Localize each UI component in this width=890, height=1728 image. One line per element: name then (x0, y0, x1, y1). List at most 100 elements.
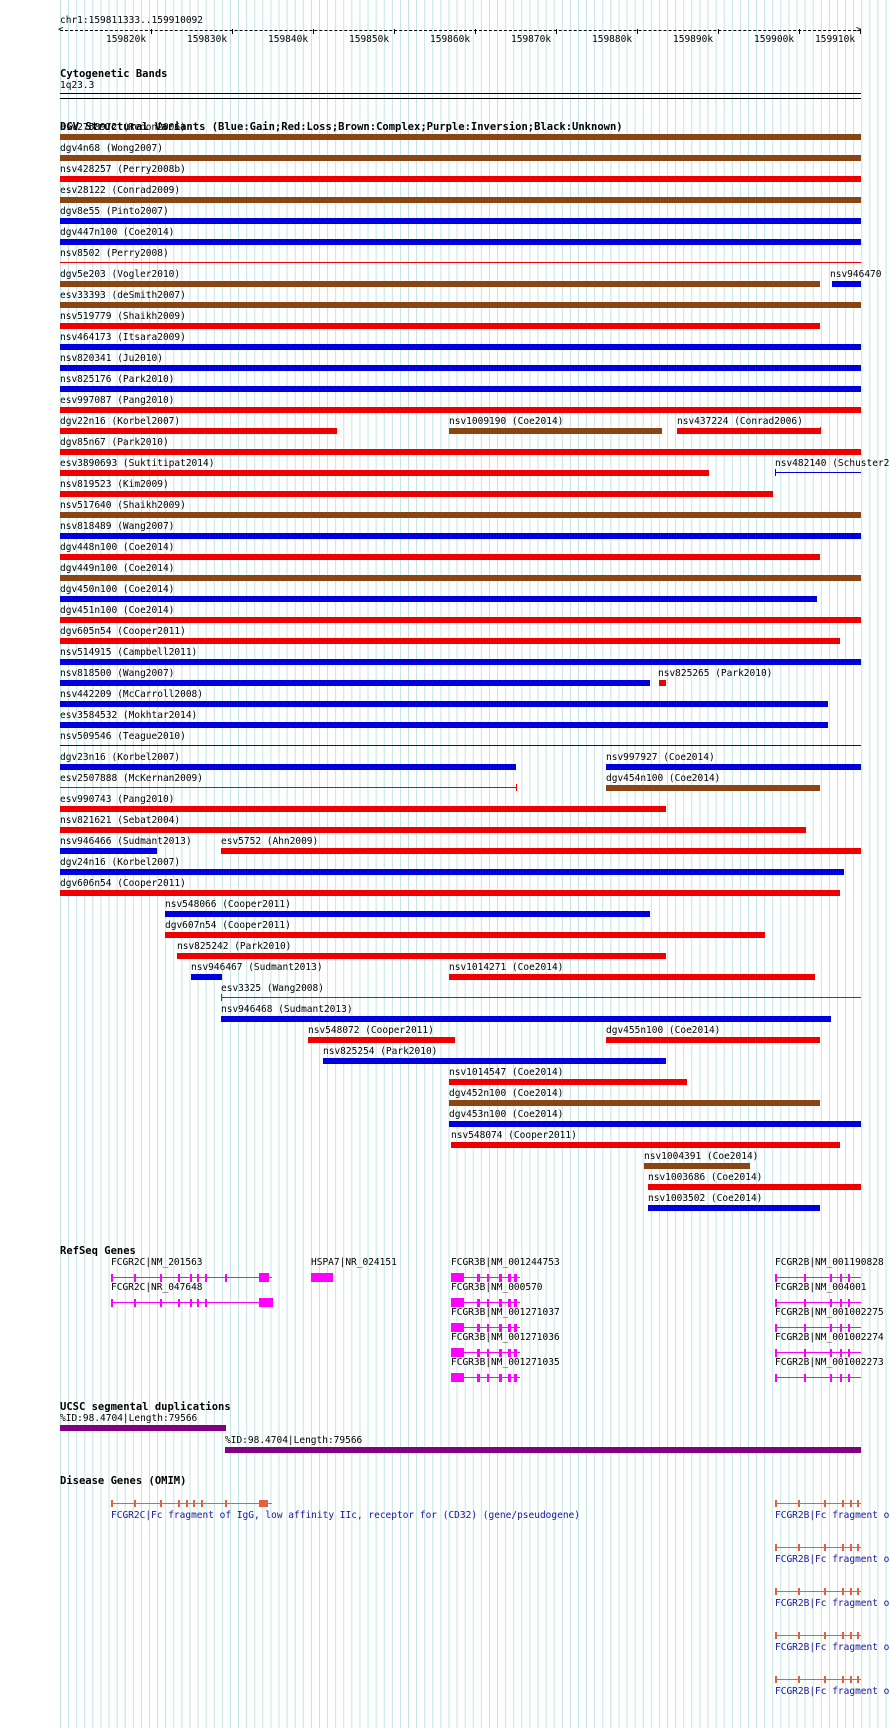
variant-bar[interactable] (177, 953, 666, 959)
variant-label[interactable]: nsv946470 (830, 269, 882, 280)
gene-intron[interactable] (775, 1302, 861, 1303)
gene-exon[interactable] (804, 1298, 806, 1307)
variant-bar[interactable] (60, 197, 861, 203)
variant-bar[interactable] (60, 722, 828, 728)
gene-exon[interactable] (487, 1298, 489, 1307)
variant-label[interactable]: esv990743 (Pang2010) (60, 794, 175, 805)
variant-bar[interactable] (60, 890, 840, 896)
variant-label[interactable]: nsv517640 (Shaikh2009) (60, 500, 186, 511)
variant-bar[interactable] (60, 512, 861, 518)
variant-label[interactable]: dgv451n100 (Coe2014) (60, 605, 175, 616)
gene-exon[interactable] (848, 1348, 850, 1357)
gene-label[interactable]: FCGR3B|NM_001271036 (451, 1332, 560, 1343)
variant-label[interactable]: dgv22n16 (Korbel2007) (60, 416, 181, 427)
variant-label[interactable]: nsv548072 (Cooper2011) (308, 1025, 434, 1036)
variant-label[interactable]: esv5752 (Ahn2009) (221, 836, 319, 847)
omim-gene-exon[interactable] (798, 1676, 800, 1683)
omim-gene-exon[interactable] (775, 1588, 777, 1595)
gene-exon[interactable] (840, 1298, 842, 1307)
omim-gene-intron[interactable] (775, 1503, 861, 1504)
variant-bar[interactable] (60, 365, 861, 371)
gene-exon[interactable] (178, 1273, 180, 1282)
variant-label[interactable]: nsv997927 (Coe2014) (606, 752, 715, 763)
variant-label[interactable]: nsv1014547 (Coe2014) (449, 1067, 564, 1078)
variant-label[interactable]: esv2507888 (McKernan2009) (60, 773, 203, 784)
variant-label[interactable]: dgv5e203 (Vogler2010) (60, 269, 181, 280)
variant-bar[interactable] (449, 1079, 687, 1085)
variant-label[interactable]: nsv1009190 (Coe2014) (449, 416, 564, 427)
omim-gene-exon[interactable] (798, 1632, 800, 1639)
omim-gene-exon[interactable] (824, 1676, 826, 1683)
gene-exon[interactable] (499, 1323, 502, 1332)
gene-exon[interactable] (804, 1273, 806, 1282)
variant-bar[interactable] (60, 869, 844, 875)
variant-label[interactable]: nsv519779 (Shaikh2009) (60, 311, 186, 322)
variant-bar[interactable] (60, 680, 650, 686)
gene-exon[interactable] (134, 1273, 136, 1282)
variant-label[interactable]: nsv548074 (Cooper2011) (451, 1130, 577, 1141)
variant-label[interactable]: nsv8502 (Perry2008) (60, 248, 169, 259)
variant-label[interactable]: dgv4n68 (Wong2007) (60, 143, 163, 154)
gene-exon[interactable] (499, 1348, 502, 1357)
variant-bar[interactable] (221, 1016, 831, 1022)
omim-gene-exon[interactable] (798, 1544, 800, 1551)
gene-exon[interactable] (848, 1323, 850, 1332)
segdup-label[interactable]: %ID:98.4704|Length:79566 (60, 1413, 198, 1424)
gene-exon[interactable] (499, 1298, 502, 1307)
variant-label[interactable]: dgv454n100 (Coe2014) (606, 773, 721, 784)
variant-label[interactable]: esv997087 (Pang2010) (60, 395, 175, 406)
omim-gene-exon[interactable] (850, 1588, 852, 1595)
segdup-bar[interactable] (60, 1425, 226, 1431)
omim-gene-exon[interactable] (160, 1500, 162, 1507)
omim-gene-exon[interactable] (842, 1588, 844, 1595)
gene-exon[interactable] (840, 1348, 842, 1357)
variant-bar[interactable] (60, 617, 861, 623)
variant-bar[interactable] (60, 745, 861, 746)
omim-gene-exon[interactable] (842, 1544, 844, 1551)
gene-exon[interactable] (840, 1323, 842, 1332)
gene-exon[interactable] (830, 1348, 832, 1357)
omim-gene-exon[interactable] (850, 1500, 852, 1507)
gene-intron[interactable] (451, 1302, 520, 1303)
gene-exon[interactable] (487, 1373, 489, 1382)
gene-exon[interactable] (477, 1323, 480, 1332)
variant-bar[interactable] (832, 281, 861, 287)
variant-label[interactable]: esv3584532 (Mokhtar2014) (60, 710, 198, 721)
omim-gene-intron[interactable] (111, 1503, 272, 1504)
gene-exon[interactable] (514, 1273, 517, 1282)
variant-bar[interactable] (60, 491, 773, 497)
gene-exon[interactable] (205, 1298, 207, 1307)
variant-bar[interactable] (60, 787, 516, 788)
gene-exon[interactable] (477, 1373, 480, 1382)
omim-gene-exon[interactable] (798, 1588, 800, 1595)
variant-label[interactable]: nsv825254 (Park2010) (323, 1046, 438, 1057)
gene-intron[interactable] (451, 1377, 520, 1378)
variant-bar[interactable] (677, 428, 820, 434)
variant-bar[interactable] (60, 176, 861, 182)
omim-gene-exon[interactable] (857, 1588, 859, 1595)
variant-label[interactable]: dgv455n100 (Coe2014) (606, 1025, 721, 1036)
variant-bar[interactable] (165, 911, 650, 917)
gene-exon[interactable] (190, 1273, 192, 1282)
variant-label[interactable]: dgv449n100 (Coe2014) (60, 563, 175, 574)
gene-exon[interactable] (451, 1373, 464, 1382)
gene-intron[interactable] (775, 1352, 861, 1353)
gene-intron[interactable] (775, 1377, 861, 1378)
omim-gene-exon[interactable] (193, 1500, 195, 1507)
gene-exon[interactable] (514, 1323, 517, 1332)
variant-bar[interactable] (60, 239, 861, 245)
gene-exon[interactable] (451, 1273, 464, 1282)
gene-label[interactable]: FCGR2B|NM_001002273 (775, 1357, 884, 1368)
variant-label[interactable]: dgv23n16 (Korbel2007) (60, 752, 181, 763)
omim-gene-label[interactable]: FCGR2B|Fc fragment o (775, 1642, 890, 1653)
omim-gene-exon[interactable] (201, 1500, 203, 1507)
gene-exon[interactable] (508, 1298, 511, 1307)
gene-exon[interactable] (775, 1273, 777, 1282)
omim-gene-exon[interactable] (134, 1500, 136, 1507)
omim-gene-exon[interactable] (857, 1676, 859, 1683)
gene-exon[interactable] (487, 1348, 489, 1357)
variant-bar[interactable] (775, 472, 861, 473)
variant-label[interactable]: nsv464173 (Itsara2009) (60, 332, 186, 343)
variant-label[interactable]: dgv447n100 (Coe2014) (60, 227, 175, 238)
gene-label[interactable]: FCGR3B|NM_001271037 (451, 1307, 560, 1318)
